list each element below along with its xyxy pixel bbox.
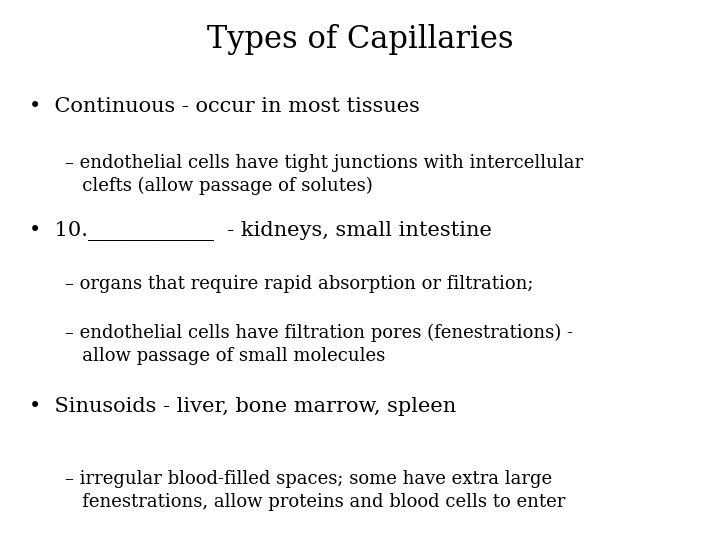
Text: Types of Capillaries: Types of Capillaries xyxy=(207,24,513,55)
Text: •  10.____________  - kidneys, small intestine: • 10.____________ - kidneys, small intes… xyxy=(29,221,492,241)
Text: – organs that require rapid absorption or filtration;: – organs that require rapid absorption o… xyxy=(65,275,534,293)
Text: – endothelial cells have tight junctions with intercellular
   clefts (allow pas: – endothelial cells have tight junctions… xyxy=(65,154,583,195)
Text: – irregular blood-filled spaces; some have extra large
   fenestrations, allow p: – irregular blood-filled spaces; some ha… xyxy=(65,470,565,511)
Text: – endothelial cells have filtration pores (fenestrations) -
   allow passage of : – endothelial cells have filtration pore… xyxy=(65,324,573,365)
Text: •  Sinusoids - liver, bone marrow, spleen: • Sinusoids - liver, bone marrow, spleen xyxy=(29,397,456,416)
Text: •  Continuous - occur in most tissues: • Continuous - occur in most tissues xyxy=(29,97,420,116)
